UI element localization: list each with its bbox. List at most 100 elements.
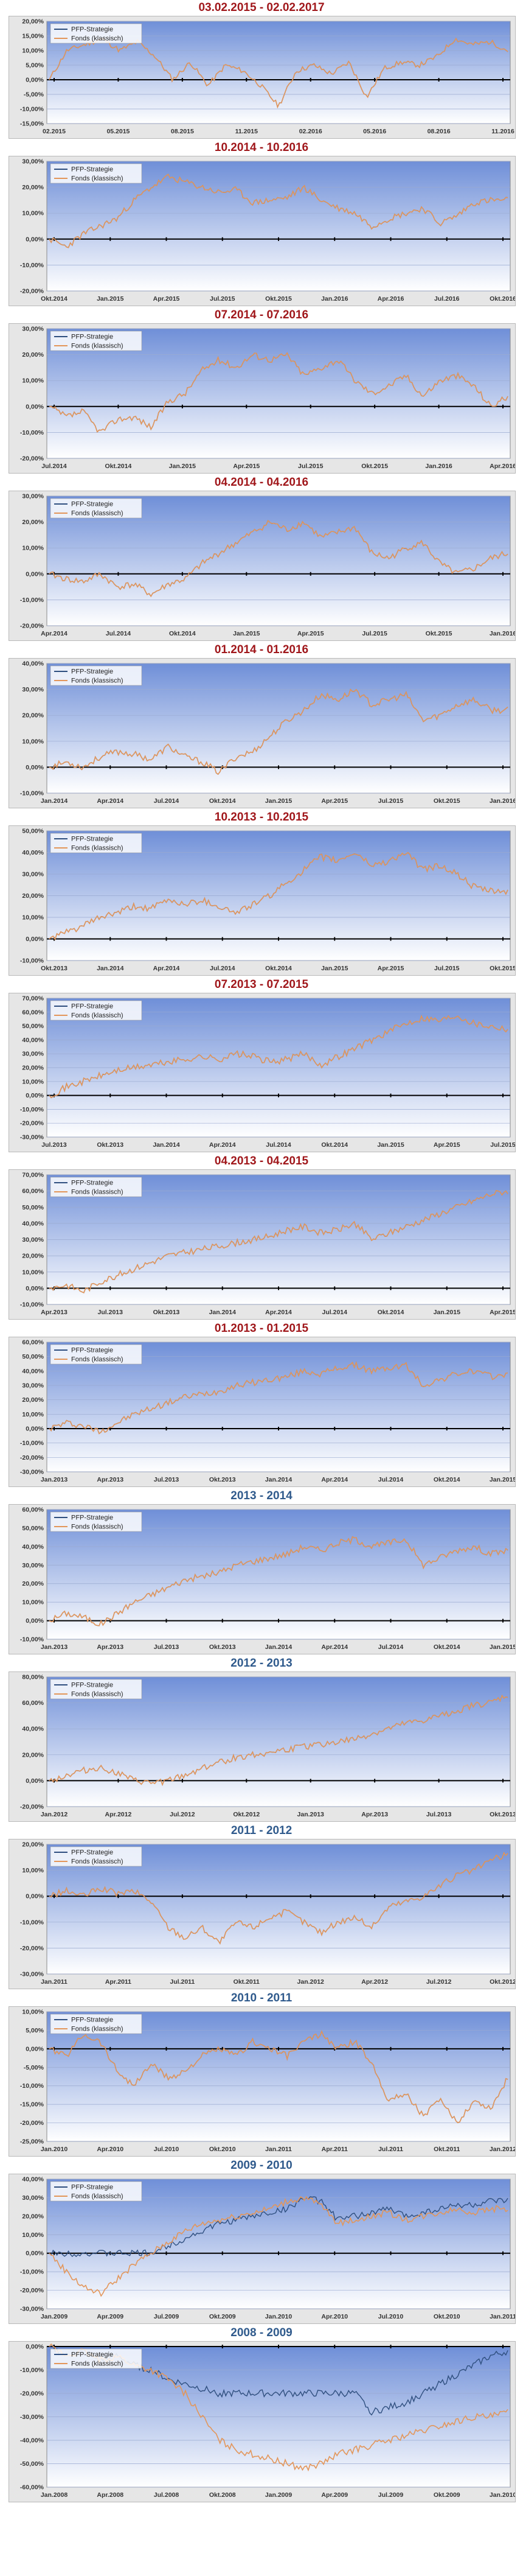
y-tick-label: 0,00%	[26, 570, 44, 578]
x-tick-label: Okt.2014	[209, 797, 236, 805]
x-tick-label: Jan.2014	[265, 1476, 293, 1483]
fund-series-line	[49, 1189, 508, 1293]
x-tick-label: Jan.2014	[265, 1643, 293, 1651]
legend-strategy-label: PFP-Strategie	[71, 1682, 113, 1689]
x-tick-label: Jul.2014	[378, 1643, 404, 1651]
x-tick-label: Apr.2014	[321, 1643, 348, 1651]
chart-panel: 10.2013 - 10.2015 50,00% 40,00% 30,00% 20,00…	[0, 811, 523, 978]
x-tick-label: Jan.2016	[321, 295, 348, 303]
x-tick-label: Apr.2014	[97, 797, 123, 805]
y-tick-label: 20,00%	[22, 351, 44, 359]
chart-panel: 07.2014 - 07.2016 30,00% 20,00% 10,00% 0,00%…	[0, 309, 523, 476]
y-tick-label: 10,00%	[22, 1867, 44, 1874]
y-tick-label: -20,00%	[20, 1804, 44, 1811]
chart-panel: 2010 - 2011 10,00% 5,00% 0,00% -5,00% -10,00%…	[0, 1992, 523, 2159]
x-tick-label: Jul.2010	[378, 2313, 404, 2320]
x-tick-label: Jan.2011	[265, 2146, 292, 2153]
legend-strategy-label: PFP-Strategie	[71, 1514, 113, 1522]
y-tick-label: -10,00%	[20, 1919, 44, 1926]
legend	[50, 331, 142, 351]
legend	[50, 2014, 142, 2034]
legend	[50, 163, 142, 184]
y-tick-label: 40,00%	[22, 1220, 44, 1227]
legend-fund-label: Fonds (klassisch)	[71, 1858, 123, 1866]
fund-series-line	[49, 1014, 508, 1099]
x-tick-label: Jul.2013	[426, 1811, 452, 1818]
chart-title: 01.2013 - 01.2015	[214, 1322, 309, 1335]
y-tick-label: 0,00%	[26, 2250, 44, 2257]
y-tick-label: 50,00%	[22, 1023, 44, 1030]
y-tick-label: -60,00%	[20, 2484, 44, 2491]
chart-title: 2009 - 2010	[230, 2159, 293, 2172]
x-tick-label: Apr.2013	[361, 1811, 388, 1818]
line-chart: 10,00% 5,00% 0,00% -5,00% -10,00% -15,00% -20,…	[20, 2009, 516, 2154]
fund-series-line	[49, 519, 508, 598]
x-tick-label: Okt.2015	[426, 630, 452, 637]
chart-panel: 2008 - 2009 0,00% -10,00% -20,00% -30,00% -40…	[0, 2326, 523, 2505]
y-tick-label: 20,00%	[22, 2213, 44, 2220]
chart-frame: 10,00% 5,00% 0,00% -5,00% -10,00% -15,00% -20,…	[9, 2006, 516, 2157]
chart-title: 04.2013 - 04.2015	[214, 1155, 309, 1167]
y-tick-label: -15,00%	[20, 2101, 44, 2109]
y-tick-label: -20,00%	[20, 2390, 44, 2398]
fund-series-line	[49, 1852, 508, 1945]
y-tick-label: -10,00%	[20, 2269, 44, 2276]
x-tick-label: Jul.2010	[154, 2146, 179, 2153]
line-chart: 70,00% 60,00% 50,00% 40,00% 30,00% 20,00% 10,0…	[20, 1172, 516, 1317]
x-tick-label: Okt.2009	[209, 2313, 236, 2320]
legend-fund-label: Fonds (klassisch)	[71, 2026, 123, 2033]
x-tick-label: Jul.2008	[154, 2491, 179, 2499]
legend-strategy-label: PFP-Strategie	[71, 334, 113, 341]
x-tick-label: Jul.2009	[378, 2491, 404, 2499]
x-tick-label: Jan.2014	[153, 1141, 180, 1149]
x-tick-label: Jan.2015	[434, 1309, 461, 1316]
fund-series-line	[49, 1536, 508, 1626]
x-tick-label: Jul.2015	[298, 463, 324, 470]
y-tick-label: -5,00%	[24, 91, 44, 99]
line-chart: 60,00% 50,00% 40,00% 30,00% 20,00% 10,00% 0,00…	[20, 1339, 516, 1484]
y-tick-label: 20,00%	[22, 892, 44, 900]
chart-frame: 30,00% 20,00% 10,00% 0,00% -10,00% -20,00% Okt…	[9, 156, 516, 306]
x-tick-label: Apr.2016	[490, 463, 515, 470]
x-tick-label: Okt.2012	[490, 1978, 515, 1986]
y-tick-label: 10,00%	[22, 2231, 44, 2239]
x-tick-label: Okt.2014	[321, 1141, 348, 1149]
y-tick-label: 70,00%	[22, 995, 44, 1003]
chart-frame: 50,00% 40,00% 30,00% 20,00% 10,00% 0,00% -10,0…	[9, 825, 516, 976]
x-tick-label: Okt.2015	[434, 797, 460, 805]
y-tick-label: -40,00%	[20, 2437, 44, 2445]
legend-fund-label: Fonds (klassisch)	[71, 1524, 123, 1531]
x-tick-label: Okt.2010	[209, 2146, 236, 2153]
legend-fund-label: Fonds (klassisch)	[71, 845, 123, 852]
y-tick-label: 0,00%	[26, 1426, 44, 1433]
x-tick-label: Apr.2009	[97, 2313, 123, 2320]
y-tick-label: -10,00%	[20, 106, 44, 113]
y-tick-label: 60,00%	[22, 1188, 44, 1195]
x-tick-label: Jul.2016	[434, 295, 460, 303]
chart-panel: 2009 - 2010 40,00% 30,00% 20,00% 10,00% 0,00%…	[0, 2159, 523, 2326]
y-tick-label: -10,00%	[20, 1106, 44, 1113]
x-tick-label: 11.2015	[235, 128, 258, 135]
x-tick-label: 08.2016	[428, 128, 451, 135]
legend-fund-label: Fonds (klassisch)	[71, 1356, 123, 1363]
legend	[50, 1344, 142, 1365]
x-tick-label: Jul.2014	[266, 1141, 291, 1149]
legend	[50, 1511, 142, 1532]
chart-title: 2013 - 2014	[230, 1489, 293, 1502]
y-tick-label: 20,00%	[22, 1253, 44, 1260]
x-tick-label: Jul.2015	[362, 630, 387, 637]
x-tick-label: 02.2015	[43, 128, 66, 135]
y-tick-label: 10,00%	[22, 2009, 44, 2016]
x-tick-label: Jan.2013	[297, 1811, 325, 1818]
x-tick-label: 08.2015	[171, 128, 194, 135]
y-tick-label: 40,00%	[22, 1726, 44, 1733]
y-tick-label: -30,00%	[20, 1134, 44, 1141]
x-tick-label: Jul.2009	[154, 2313, 179, 2320]
y-tick-label: -20,00%	[20, 455, 44, 463]
legend	[50, 2181, 142, 2202]
x-tick-label: Jul.2015	[490, 1141, 515, 1149]
y-tick-label: -30,00%	[20, 1469, 44, 1476]
x-tick-label: Jul.2012	[170, 1811, 195, 1818]
y-tick-label: -10,00%	[20, 790, 44, 797]
chart-frame: 0,00% -10,00% -20,00% -30,00% -40,00% -50,00%…	[9, 2341, 516, 2502]
